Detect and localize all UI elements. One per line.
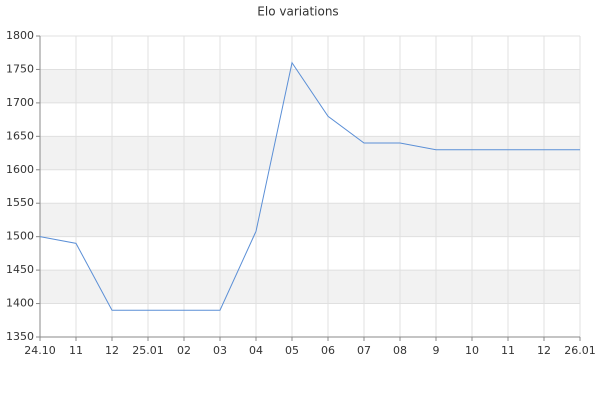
x-tick-label: 03: [213, 344, 227, 357]
y-tick-label: 1750: [6, 62, 34, 75]
x-tick-label: 11: [69, 344, 83, 357]
chart-title: Elo variations: [257, 5, 338, 19]
x-tick-label: 04: [249, 344, 263, 357]
grid-band: [40, 270, 580, 304]
y-tick-label: 1550: [6, 196, 34, 209]
grid-band: [40, 69, 580, 103]
x-tick-label: 08: [393, 344, 407, 357]
x-tick-label: 9: [433, 344, 440, 357]
y-tick-label: 1800: [6, 29, 34, 42]
y-tick-label: 1400: [6, 297, 34, 310]
y-tick-label: 1650: [6, 129, 34, 142]
x-tick-label: 25.01: [132, 344, 164, 357]
x-tick-label: 24.10: [24, 344, 56, 357]
x-tick-label: 11: [501, 344, 515, 357]
x-tick-label: 12: [105, 344, 119, 357]
y-tick-label: 1600: [6, 163, 34, 176]
y-tick-label: 1350: [6, 330, 34, 343]
x-tick-label: 07: [357, 344, 371, 357]
x-tick-label: 12: [537, 344, 551, 357]
x-tick-label: 10: [465, 344, 479, 357]
grid-band: [40, 136, 580, 170]
x-tick-label: 26.01: [564, 344, 596, 357]
y-tick-label: 1450: [6, 263, 34, 276]
y-tick-label: 1500: [6, 230, 34, 243]
x-tick-label: 06: [321, 344, 335, 357]
grid-band: [40, 203, 580, 237]
line-series: [39, 61, 580, 311]
x-tick-label: 05: [285, 344, 299, 357]
y-tick-label: 1700: [6, 96, 34, 109]
x-tick-label: 02: [177, 344, 191, 357]
